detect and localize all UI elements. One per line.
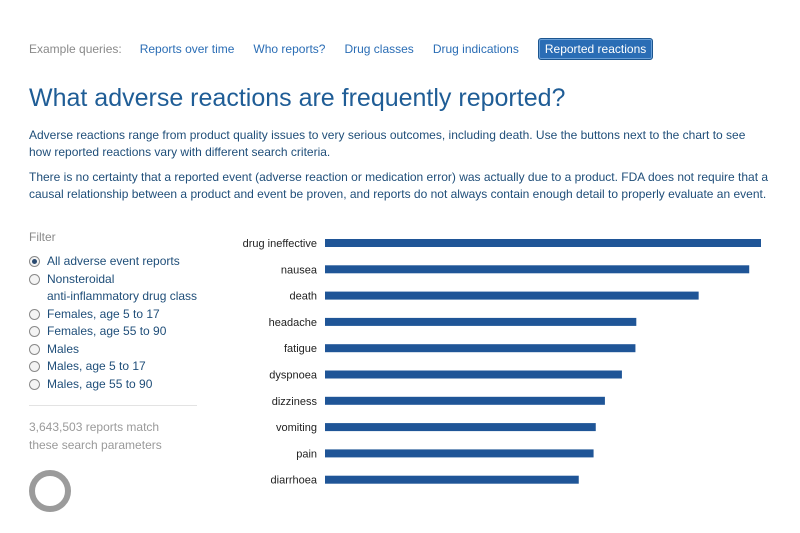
bar — [325, 291, 699, 300]
disclaimer-paragraph: There is no certainty that a reported ev… — [29, 170, 769, 201]
filter-divider — [29, 405, 197, 406]
filter-option-males[interactable]: Males — [29, 341, 199, 359]
report-count-text: 3,643,503 reports match these search par… — [29, 420, 162, 452]
bar-label: diarrhoea — [271, 475, 318, 487]
bar — [325, 344, 636, 353]
filter-option-females-5-17[interactable]: Females, age 5 to 17 — [29, 306, 199, 324]
filter-option-all-reports[interactable]: All adverse event reports — [29, 253, 199, 271]
filter-title: Filter — [29, 230, 56, 244]
bar — [325, 449, 594, 458]
bar-label: headache — [269, 317, 317, 329]
bar — [325, 423, 596, 432]
bar-label: vomiting — [276, 422, 317, 434]
filter-option-label-line1: Nonsteroidal — [47, 271, 115, 286]
filter-option-label: Females, age 5 to 17 — [47, 306, 160, 321]
reactions-bar-chart: drug ineffective nausea death headache fatig… — [243, 238, 761, 487]
radio-icon[interactable] — [29, 378, 40, 390]
filter-option-label-line2: anti-inflammatory drug class — [47, 289, 198, 303]
filter-option-males-55-90[interactable]: Males, age 55 to 90 — [29, 376, 199, 394]
filter-option-label: Females, age 55 to 90 — [47, 324, 167, 338]
bar-label: drug ineffective — [243, 238, 317, 250]
bar — [325, 370, 622, 379]
intro-paragraph: Adverse reactions range from product qua… — [29, 128, 746, 159]
query-reports-over-time[interactable]: Reports over time — [139, 42, 235, 56]
example-queries-bar: Example queries: Reports over time Who r… — [29, 38, 654, 60]
bar — [325, 239, 761, 247]
filter-option-males-5-17[interactable]: Males, age 5 to 17 — [29, 358, 199, 376]
bar-label: fatigue — [284, 343, 317, 355]
example-queries-label: Example queries: — [29, 42, 122, 56]
query-drug-indications[interactable]: Drug indications — [432, 42, 519, 56]
bar — [325, 317, 637, 326]
bar — [325, 396, 605, 405]
query-who-reports[interactable]: Who reports? — [253, 42, 326, 56]
page-title: What adverse reactions are frequently re… — [29, 84, 566, 112]
query-drug-classes[interactable]: Drug classes — [344, 42, 414, 56]
bar-label: death — [289, 291, 317, 303]
filter-panel: Filter All adverse event reports Nonster… — [29, 230, 199, 454]
bar-label: dizziness — [272, 396, 318, 408]
radio-icon[interactable] — [29, 326, 40, 337]
radio-icon[interactable] — [29, 308, 40, 320]
query-reported-reactions[interactable]: Reported reactions — [537, 38, 654, 60]
radio-icon[interactable] — [29, 361, 40, 372]
filter-option-label: All adverse event reports — [47, 254, 180, 268]
radio-icon[interactable] — [29, 273, 40, 285]
filter-option-label: Males — [47, 341, 80, 356]
filter-option-label: Males, age 5 to 17 — [47, 359, 146, 373]
bar — [325, 475, 579, 484]
filter-option-nsaid-class[interactable]: Nonsteroidal anti-inflammatory drug clas… — [29, 271, 199, 306]
filter-option-females-55-90[interactable]: Females, age 55 to 90 — [29, 323, 199, 341]
filter-option-label: Nonsteroidal anti-inflammatory drug clas… — [47, 271, 197, 306]
bar — [325, 265, 750, 274]
loading-spinner-icon — [29, 470, 71, 512]
radio-selected-icon[interactable] — [29, 256, 40, 267]
bar-label: pain — [296, 448, 317, 460]
filter-option-label: Males, age 55 to 90 — [47, 376, 153, 391]
bar-label: dyspnoea — [269, 370, 318, 382]
bar-label: nausea — [281, 264, 318, 276]
radio-icon[interactable] — [29, 343, 40, 355]
